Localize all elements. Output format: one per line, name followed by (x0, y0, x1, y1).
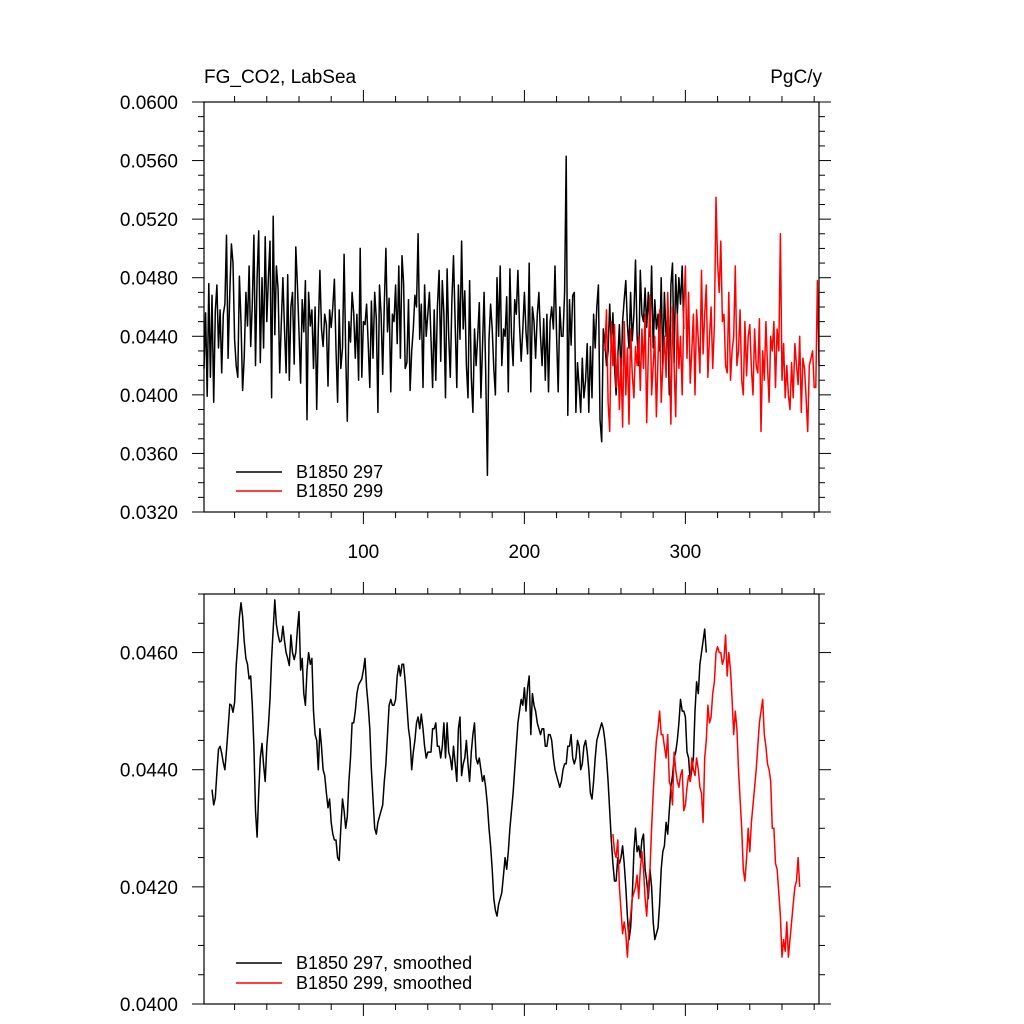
top-y-tick-labels: 0.0600 0.0560 0.0520 0.0480 0.0440 0.0400 0.03… (120, 93, 178, 524)
top-ytick-label: 0.0440 (120, 327, 178, 348)
top-xtick-label: 300 (670, 542, 702, 563)
top-plot-frame (203, 101, 820, 513)
top-legend: B1850 297 B1850 299 (236, 462, 383, 501)
top-legend-label-299: B1850 299 (296, 481, 383, 501)
top-axis-ticks (192, 90, 831, 524)
bottom-legend-label-297: B1850 297, smoothed (296, 953, 472, 973)
bottom-legend: B1850 297, smoothed B1850 299, smoothed (236, 953, 472, 993)
bottom-ytick-label: 0.0400 (120, 995, 178, 1016)
bottom-panel: 0.0460 0.0440 0.0420 0.0400 B1850 297, smoo… (120, 582, 831, 1016)
bottom-legend-label-299: B1850 299, smoothed (296, 973, 472, 993)
top-xtick-label: 100 (348, 542, 380, 563)
top-panel-title-left: FG_CO2, LabSea (204, 67, 357, 88)
top-panel: FG_CO2, LabSea PgC/y 0.06000.05600.05200… (120, 67, 831, 563)
top-ytick-label: 0.0600 (120, 93, 178, 114)
top-xtick-label: 200 (509, 542, 541, 563)
bottom-ytick-label: 0.0440 (120, 761, 178, 782)
top-ytick-label: 0.0400 (120, 386, 178, 407)
top-ytick-label: 0.0560 (120, 152, 178, 173)
bottom-series-group (211, 599, 801, 958)
bottom-ytick-label: 0.0460 (120, 644, 178, 665)
top-series-line-297 (203, 155, 685, 477)
bottom-y-tick-labels: 0.0460 0.0440 0.0420 0.0400 (120, 644, 178, 1016)
top-series-group (203, 155, 820, 477)
top-ytick-label: 0.0480 (120, 269, 178, 290)
top-ytick-label: 0.0320 (120, 503, 178, 524)
bottom-series-line-299 (612, 634, 801, 958)
top-x-tick-labels: 100 200 300 (348, 542, 702, 563)
top-series-line-299 (604, 196, 820, 433)
bottom-plot-frame (203, 593, 820, 1005)
bottom-series-line-297 (211, 599, 708, 941)
top-legend-label-297: B1850 297 (296, 462, 383, 482)
bottom-ytick-label: 0.0420 (120, 878, 178, 899)
top-ytick-label: 0.0520 (120, 210, 178, 231)
bottom-axis-ticks (192, 582, 831, 1016)
top-ytick-label: 0.0360 (120, 444, 178, 465)
top-panel-title-right: PgC/y (770, 67, 822, 88)
